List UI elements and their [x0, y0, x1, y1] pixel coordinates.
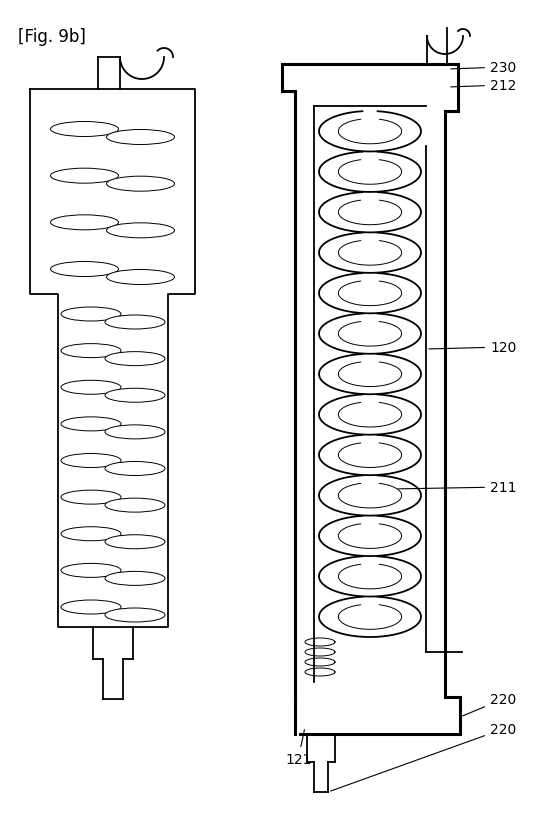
Ellipse shape	[50, 215, 119, 231]
Text: 220: 220	[463, 692, 516, 716]
Ellipse shape	[50, 262, 119, 277]
Ellipse shape	[61, 454, 121, 468]
Ellipse shape	[105, 315, 165, 329]
Ellipse shape	[107, 130, 174, 145]
Polygon shape	[338, 242, 402, 266]
Polygon shape	[338, 201, 402, 225]
Polygon shape	[338, 282, 402, 306]
Ellipse shape	[61, 491, 121, 505]
Ellipse shape	[61, 600, 121, 614]
Ellipse shape	[105, 425, 165, 439]
Polygon shape	[338, 443, 402, 468]
Ellipse shape	[61, 381, 121, 395]
Ellipse shape	[50, 122, 119, 138]
Polygon shape	[338, 484, 402, 509]
Ellipse shape	[105, 352, 165, 366]
Polygon shape	[338, 564, 402, 589]
Text: [Fig. 9b]: [Fig. 9b]	[18, 28, 86, 46]
Ellipse shape	[61, 527, 121, 541]
Polygon shape	[338, 605, 402, 630]
Ellipse shape	[61, 418, 121, 432]
Ellipse shape	[107, 270, 174, 285]
Ellipse shape	[105, 609, 165, 622]
Polygon shape	[338, 120, 402, 145]
Polygon shape	[338, 161, 402, 185]
Text: 121: 121	[285, 730, 311, 766]
Ellipse shape	[105, 535, 165, 549]
Ellipse shape	[107, 224, 174, 238]
Polygon shape	[338, 403, 402, 428]
Ellipse shape	[107, 177, 174, 192]
Polygon shape	[338, 363, 402, 387]
Text: 212: 212	[451, 79, 516, 93]
Ellipse shape	[61, 344, 121, 358]
Polygon shape	[338, 524, 402, 549]
Ellipse shape	[105, 572, 165, 586]
Ellipse shape	[105, 389, 165, 403]
Text: 230: 230	[451, 61, 516, 75]
Ellipse shape	[61, 308, 121, 322]
Ellipse shape	[105, 462, 165, 476]
Polygon shape	[338, 322, 402, 346]
Text: 211: 211	[393, 481, 517, 495]
Text: 220: 220	[331, 722, 516, 791]
Ellipse shape	[105, 499, 165, 513]
Text: 120: 120	[429, 341, 516, 355]
Ellipse shape	[50, 169, 119, 184]
Ellipse shape	[61, 563, 121, 577]
